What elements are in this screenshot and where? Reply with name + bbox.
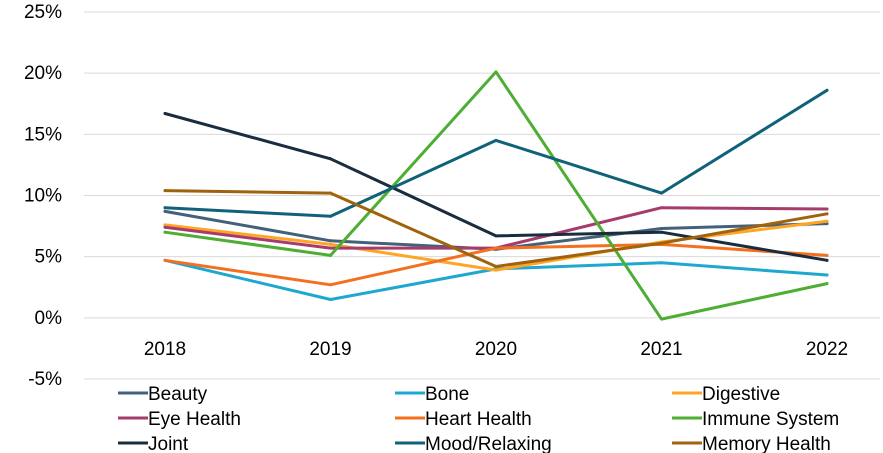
series-line-mood-relaxing xyxy=(165,90,827,216)
legend-item: Mood/Relaxing xyxy=(395,434,552,453)
data-point xyxy=(660,227,663,230)
y-tick-label: 25% xyxy=(24,2,62,23)
legend-label: Joint xyxy=(148,434,189,453)
x-tick-label: 2022 xyxy=(806,339,848,360)
data-point xyxy=(660,206,663,209)
legend-item: Memory Health xyxy=(672,434,831,453)
data-point xyxy=(826,254,829,257)
data-point xyxy=(329,243,332,246)
y-axis: -5% 0% 5% 10% 15% 20% 25% xyxy=(24,2,62,390)
data-point xyxy=(329,239,332,242)
y-tick-label: 20% xyxy=(24,63,62,84)
legend-label: Heart Health xyxy=(425,409,532,430)
data-point xyxy=(826,259,829,262)
x-tick-label: 2021 xyxy=(640,339,682,360)
data-point xyxy=(329,157,332,160)
data-point xyxy=(164,210,167,213)
data-point xyxy=(164,226,167,229)
data-point xyxy=(826,220,829,223)
legend: Beauty Bone Digestive Eye Health Heart Healt… xyxy=(118,384,839,453)
y-tick-label: 0% xyxy=(35,308,63,329)
data-point xyxy=(329,247,332,250)
legend-label: Mood/Relaxing xyxy=(425,434,552,453)
data-point xyxy=(164,189,167,192)
data-point xyxy=(660,192,663,195)
y-tick-label: 15% xyxy=(24,124,62,145)
x-tick-label: 2020 xyxy=(475,339,517,360)
y-tick-label: 10% xyxy=(24,186,62,207)
legend-item: Joint xyxy=(118,434,189,453)
legend-label: Immune System xyxy=(702,409,839,430)
legend-label: Beauty xyxy=(148,384,208,405)
data-point xyxy=(826,207,829,210)
data-point xyxy=(660,242,663,245)
data-point xyxy=(495,269,498,272)
legend-label: Bone xyxy=(425,384,469,405)
data-point xyxy=(329,215,332,218)
y-tick-label: 5% xyxy=(35,247,63,268)
legend-item: Eye Health xyxy=(118,409,241,430)
data-point xyxy=(826,212,829,215)
data-point xyxy=(495,139,498,142)
x-tick-label: 2019 xyxy=(309,339,351,360)
data-point xyxy=(660,261,663,264)
legend-item: Immune System xyxy=(672,409,839,430)
y-tick-label: -5% xyxy=(28,369,62,390)
legend-label: Digestive xyxy=(702,384,780,405)
data-point xyxy=(495,247,498,250)
grid-lines xyxy=(84,12,880,379)
data-point xyxy=(495,234,498,237)
legend-item: Beauty xyxy=(118,384,208,405)
data-point xyxy=(495,265,498,268)
data-point xyxy=(329,254,332,257)
data-point xyxy=(164,259,167,262)
legend-item: Bone xyxy=(395,384,469,405)
data-point xyxy=(495,70,498,73)
data-point xyxy=(329,298,332,301)
data-point xyxy=(164,112,167,115)
x-axis: 2018 2019 2020 2021 2022 xyxy=(84,318,880,360)
data-point xyxy=(826,274,829,277)
legend-item: Heart Health xyxy=(395,409,532,430)
data-point xyxy=(660,318,663,321)
data-point xyxy=(826,89,829,92)
data-point xyxy=(329,192,332,195)
data-point xyxy=(164,231,167,234)
data-point xyxy=(164,206,167,209)
data-point xyxy=(660,231,663,234)
data-point xyxy=(826,282,829,285)
legend-label: Eye Health xyxy=(148,409,241,430)
x-tick-label: 2018 xyxy=(144,339,186,360)
data-point xyxy=(329,283,332,286)
legend-item: Digestive xyxy=(672,384,780,405)
legend-label: Memory Health xyxy=(702,434,831,453)
line-chart: -5% 0% 5% 10% 15% 20% 25% 2018 2019 2020 2021 2022… xyxy=(0,0,883,453)
